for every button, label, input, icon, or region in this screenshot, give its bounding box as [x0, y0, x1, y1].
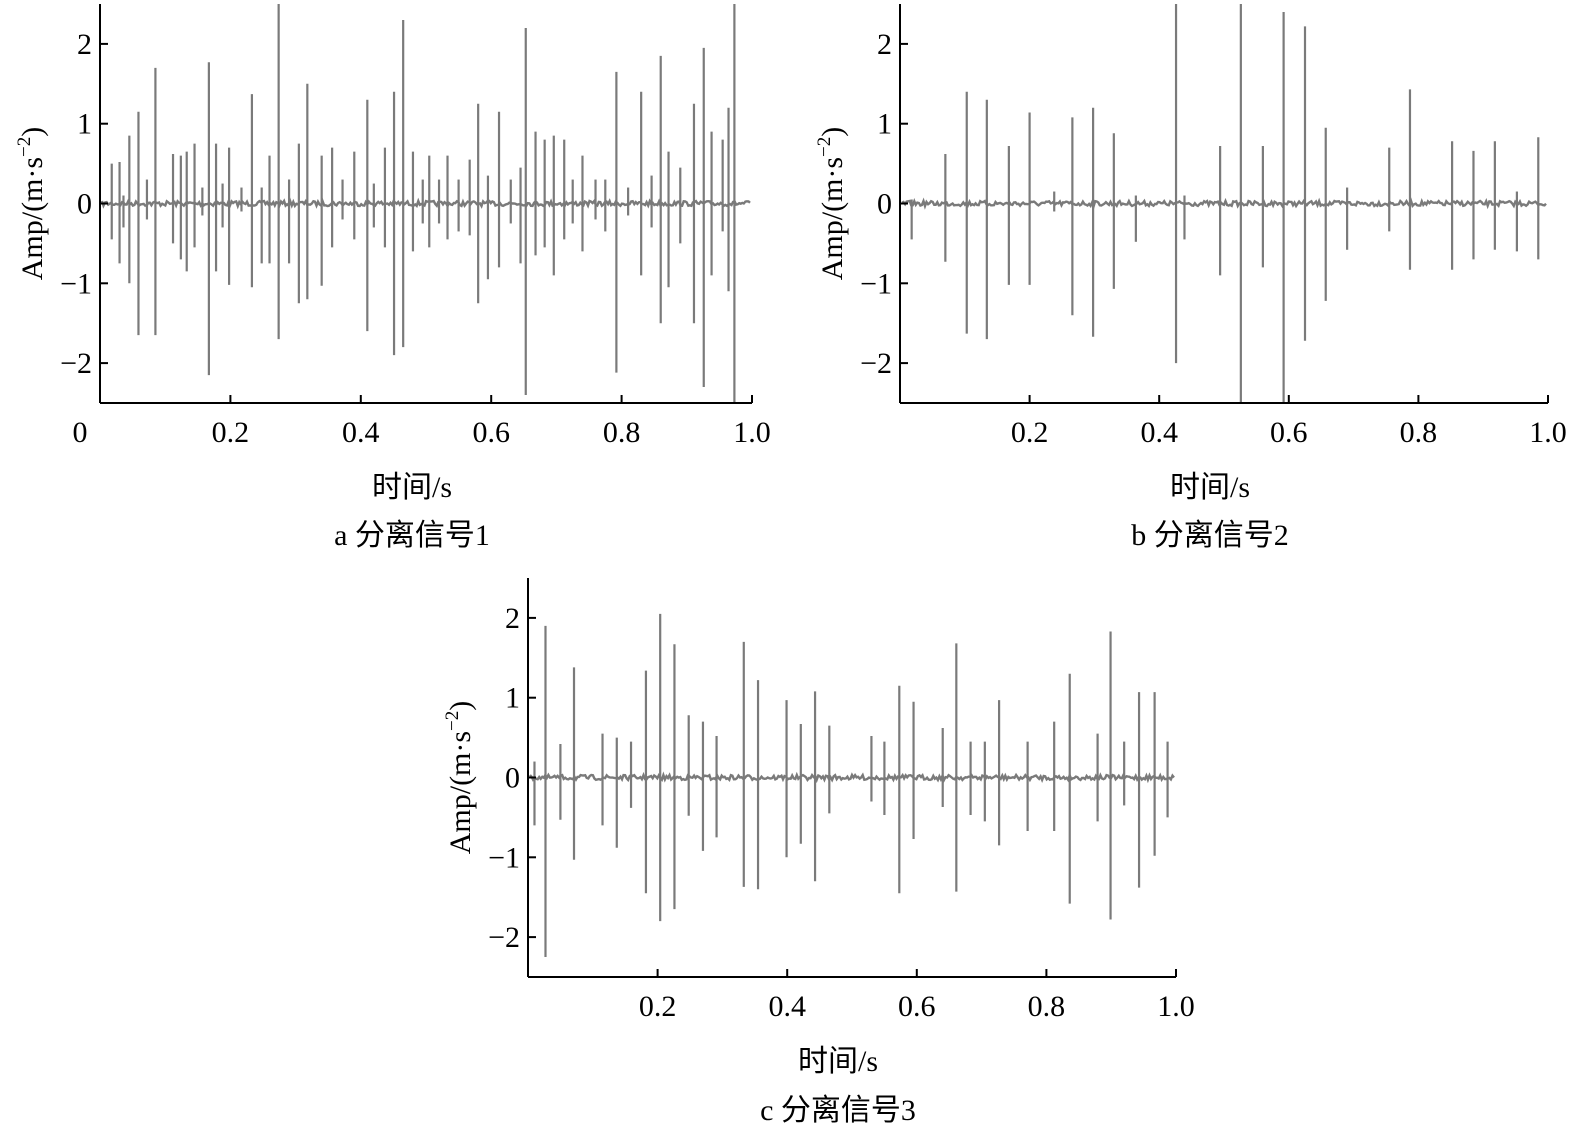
y-tick-label: −1	[488, 841, 520, 874]
y-axis-label-close: )	[16, 127, 49, 137]
x-tick-label: 1.0	[1529, 416, 1567, 449]
x-tick-label: 0.8	[603, 416, 641, 449]
panel-letter: a	[334, 519, 355, 552]
y-tick-label: 2	[77, 28, 92, 61]
x-tick-label: 0.2	[1011, 416, 1049, 449]
panel-caption: 分离信号1	[355, 519, 490, 552]
x-tick-label: 0.4	[1140, 416, 1178, 449]
baseline-trace	[901, 197, 1547, 210]
y-tick-label: 0	[77, 188, 92, 221]
x-axis-label: 时间/s	[1170, 471, 1250, 504]
baseline-trace	[529, 771, 1175, 784]
x-tick-label: 0.4	[342, 416, 380, 449]
y-tick-label: 0	[505, 762, 520, 795]
x-axis-label: 时间/s	[372, 471, 452, 504]
x-tick-label: 0.2	[212, 416, 250, 449]
panel-title: c 分离信号3	[760, 1094, 916, 1127]
y-tick-label: −2	[860, 347, 892, 380]
y-axis-label-main: Amp/(m·s	[816, 157, 849, 280]
y-tick-label: −2	[60, 347, 92, 380]
x-tick-label: 1.0	[733, 416, 771, 449]
x-tick-label: 0	[73, 416, 88, 449]
y-axis-label: Amp/(m·s−2)	[442, 701, 477, 855]
y-tick-label: −1	[60, 267, 92, 300]
y-axis-label: Amp/(m·s−2)	[14, 127, 49, 281]
x-tick-label: 0.8	[1028, 990, 1066, 1023]
baseline-trace	[100, 197, 751, 210]
panel-caption: 分离信号2	[1154, 519, 1289, 552]
y-tick-label: −2	[488, 921, 520, 954]
panel-letter: b	[1131, 519, 1154, 552]
y-tick-label: 2	[505, 602, 520, 635]
x-tick-label: 0.6	[898, 990, 936, 1023]
y-tick-label: 1	[505, 682, 520, 715]
y-axis-label-close: )	[816, 127, 849, 137]
y-axis-label: Amp/(m·s−2)	[814, 127, 849, 281]
y-tick-label: 1	[877, 108, 892, 141]
x-tick-label: 0.8	[1400, 416, 1438, 449]
y-tick-label: 1	[77, 108, 92, 141]
y-axis-label-main: Amp/(m·s	[444, 731, 477, 854]
panel-title: a 分离信号1	[334, 519, 490, 552]
x-tick-label: 0.6	[1270, 416, 1308, 449]
panel-letter: c	[760, 1094, 781, 1127]
panel-caption: 分离信号3	[781, 1094, 916, 1127]
y-axis-label-exponent: −2	[14, 137, 35, 157]
y-axis-label-exponent: −2	[814, 137, 835, 157]
y-tick-label: −1	[860, 267, 892, 300]
y-tick-label: 0	[877, 188, 892, 221]
panel-title: b 分离信号2	[1131, 519, 1289, 552]
x-tick-label: 1.0	[1157, 990, 1195, 1023]
y-axis-label-exponent: −2	[442, 711, 463, 731]
y-tick-label: 2	[877, 28, 892, 61]
y-axis-label-close: )	[444, 701, 477, 711]
x-axis-label: 时间/s	[798, 1045, 878, 1078]
y-axis-label-main: Amp/(m·s	[16, 157, 49, 280]
x-tick-label: 0.2	[639, 990, 677, 1023]
x-tick-label: 0.4	[768, 990, 806, 1023]
x-tick-label: 0.6	[472, 416, 510, 449]
